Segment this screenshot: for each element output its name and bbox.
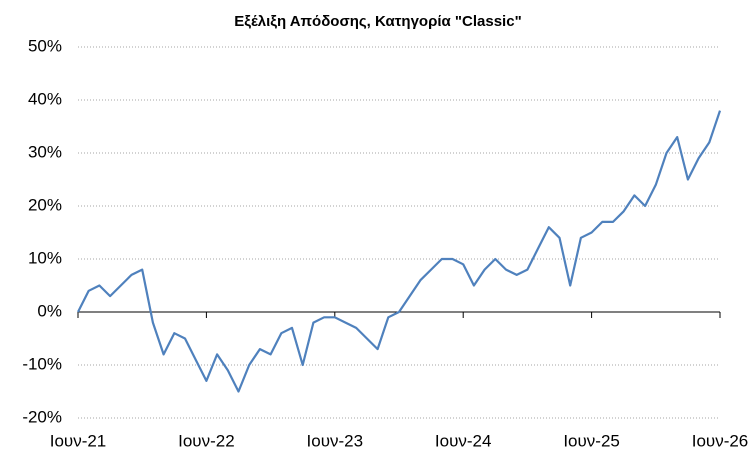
chart-title: Εξέλιξη Απόδοσης, Κατηγορία "Classic" bbox=[234, 13, 521, 30]
x-tick-label: Ιουν-26 bbox=[692, 431, 749, 450]
y-tick-label: 30% bbox=[28, 142, 62, 161]
y-tick-label: 0% bbox=[37, 301, 62, 320]
x-tick-label: Ιουν-23 bbox=[307, 431, 364, 450]
y-tick-label: 20% bbox=[28, 195, 62, 214]
y-tick-label: -20% bbox=[22, 407, 62, 426]
y-tick-label: 40% bbox=[28, 89, 62, 108]
x-tick-label: Ιουν-24 bbox=[435, 431, 492, 450]
y-tick-label: 50% bbox=[28, 36, 62, 55]
x-tick-label: Ιουν-22 bbox=[178, 431, 235, 450]
x-tick-label: Ιουν-25 bbox=[563, 431, 620, 450]
y-tick-label: 10% bbox=[28, 248, 62, 267]
x-tick-label: Ιουν-21 bbox=[50, 431, 107, 450]
line bbox=[77, 110, 722, 393]
y-tick-label: -10% bbox=[22, 354, 62, 373]
